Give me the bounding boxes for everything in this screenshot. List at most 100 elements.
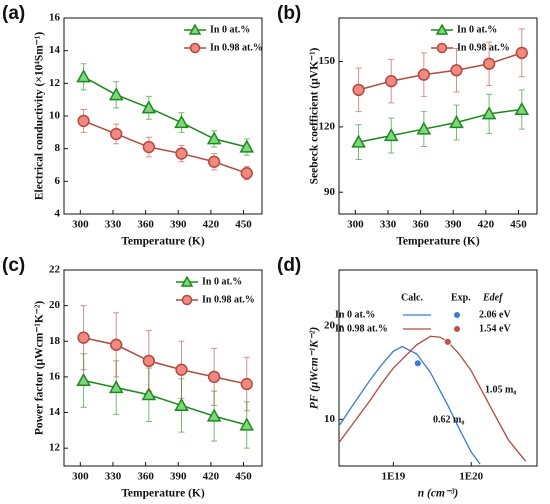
marker bbox=[174, 397, 189, 411]
y-axis-label: Electrical conductivity (×10⁴Sm⁻¹) bbox=[34, 32, 46, 201]
panel-label: (a) bbox=[2, 3, 25, 24]
marker bbox=[515, 46, 528, 59]
x-tick-label: 420 bbox=[203, 471, 220, 483]
x-tick-label: 390 bbox=[445, 219, 462, 231]
marker bbox=[449, 114, 464, 129]
legend-label: In 0 at.% bbox=[210, 24, 250, 35]
marker bbox=[351, 134, 366, 148]
y-tick-label: 8 bbox=[55, 142, 61, 154]
panel-label: (c) bbox=[2, 255, 25, 276]
marker bbox=[435, 23, 449, 35]
marker bbox=[206, 131, 222, 145]
x-tick-label: 420 bbox=[203, 219, 220, 231]
table-header: Calc. bbox=[401, 292, 423, 303]
x-tick-label: 330 bbox=[105, 219, 122, 231]
y-tick-label: 16 bbox=[49, 12, 61, 24]
y-tick-label: 20 bbox=[49, 299, 61, 311]
exp-point bbox=[413, 359, 422, 368]
x-tick-label: 300 bbox=[72, 219, 89, 231]
y-axis-label: Power factor (μWcm⁻¹K⁻²) bbox=[34, 301, 46, 436]
marker bbox=[240, 377, 253, 391]
marker bbox=[514, 101, 530, 116]
annotation: 1.05 m₀ bbox=[485, 384, 516, 395]
series-line bbox=[358, 52, 523, 91]
legend-point bbox=[454, 312, 460, 318]
y-tick-label: 12 bbox=[49, 77, 61, 89]
y-tick-label: 16 bbox=[49, 370, 61, 382]
x-tick-label: 360 bbox=[412, 219, 429, 231]
series-line bbox=[83, 379, 247, 426]
marker bbox=[436, 42, 448, 54]
x-tick-label: 330 bbox=[380, 219, 397, 231]
panel-label: (d) bbox=[277, 255, 301, 276]
marker bbox=[383, 128, 399, 142]
x-tick-label: 390 bbox=[170, 219, 187, 231]
marker bbox=[416, 121, 432, 135]
y-tick-label: 12 bbox=[49, 442, 61, 454]
table-value: 2.06 eV bbox=[479, 309, 511, 320]
y-tick-label: 18 bbox=[49, 335, 61, 347]
y-tick-label: 4 bbox=[55, 208, 61, 220]
series-line bbox=[358, 108, 522, 143]
marker bbox=[77, 114, 90, 128]
marker bbox=[240, 167, 253, 180]
y-tick-label: 6 bbox=[55, 175, 61, 187]
exp-point bbox=[443, 337, 452, 346]
marker bbox=[481, 106, 497, 120]
y-tick-label: 20 bbox=[324, 320, 336, 332]
legend-label: In 0 at.% bbox=[335, 309, 375, 320]
marker bbox=[141, 100, 157, 114]
y-axis-label: PF (μWcm⁻¹K⁻²) bbox=[309, 327, 321, 410]
marker bbox=[77, 331, 90, 344]
marker bbox=[141, 387, 157, 401]
marker bbox=[417, 68, 431, 81]
series-line bbox=[83, 120, 248, 174]
x-axis-label: Temperature (K) bbox=[121, 236, 205, 248]
marker bbox=[142, 354, 156, 368]
y-axis-label: Seebeck coefficient (μVK⁻¹) bbox=[309, 47, 321, 184]
marker bbox=[385, 75, 398, 88]
marker bbox=[175, 363, 188, 376]
legend-label: In 0.98 at.% bbox=[202, 294, 255, 305]
annotation: 0.62 m₀ bbox=[433, 414, 464, 425]
x-axis-label: Temperature (K) bbox=[396, 236, 480, 248]
y-tick-label: 14 bbox=[49, 44, 61, 56]
legend-label: In 0.98 at.% bbox=[335, 323, 388, 334]
x-axis-label: Temperature (K) bbox=[121, 488, 205, 500]
y-tick-label: 14 bbox=[49, 406, 61, 418]
marker bbox=[175, 147, 188, 160]
x-tick-label: 390 bbox=[170, 471, 187, 483]
plot-frame bbox=[63, 17, 263, 215]
x-tick-label: 450 bbox=[235, 219, 252, 231]
marker bbox=[352, 83, 365, 97]
x-tick-label: 450 bbox=[235, 471, 252, 483]
marker bbox=[180, 275, 194, 287]
y-tick-label: 10 bbox=[49, 110, 61, 122]
plot-frame bbox=[338, 17, 538, 215]
marker bbox=[76, 69, 91, 83]
marker bbox=[181, 294, 193, 306]
plot-frame bbox=[63, 269, 263, 467]
x-tick-label: 360 bbox=[137, 471, 154, 483]
marker bbox=[188, 23, 202, 35]
series-line bbox=[83, 336, 247, 385]
table-header: Edef bbox=[482, 292, 504, 303]
curve bbox=[338, 345, 481, 465]
series-line bbox=[83, 76, 247, 148]
legend-label: In 0.98 at.% bbox=[457, 42, 510, 53]
marker bbox=[110, 338, 123, 351]
y-tick-label: 150 bbox=[319, 55, 336, 67]
marker bbox=[482, 57, 496, 70]
marker bbox=[239, 417, 255, 431]
x-tick-label: 420 bbox=[478, 219, 495, 231]
marker bbox=[108, 380, 124, 394]
y-tick-label: 22 bbox=[49, 264, 61, 276]
legend-label: In 0 at.% bbox=[202, 276, 242, 287]
legend-point bbox=[454, 326, 460, 332]
marker bbox=[207, 370, 221, 384]
marker bbox=[239, 139, 255, 153]
legend-label: In 0.98 at.% bbox=[210, 42, 263, 53]
y-tick-label: 90 bbox=[324, 186, 336, 198]
y-tick-label: 10 bbox=[324, 413, 336, 425]
